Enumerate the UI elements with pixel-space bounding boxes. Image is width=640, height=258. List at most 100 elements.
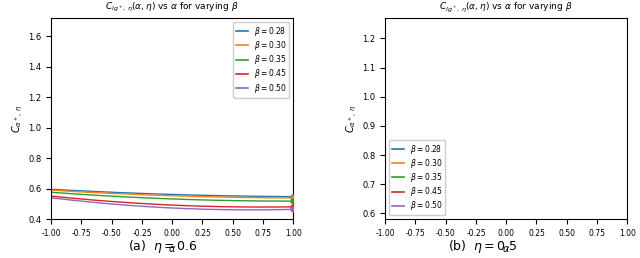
$\beta = 0.50$ [502, 249, 510, 252]
$\beta = 0.50$ [236, 208, 244, 211]
$\beta = 0.50$ [381, 240, 389, 243]
$\beta = 0.30$ [575, 224, 582, 227]
$\beta = 0.45$ [488, 243, 495, 246]
$\beta = 0.50$ [570, 246, 578, 249]
$\beta = 0.50$ [575, 246, 582, 249]
$\beta = 0.28$ [548, 222, 556, 225]
$\beta = 0.35$ [502, 231, 510, 235]
$\beta = 0.30$ [502, 225, 510, 228]
$\beta = 0.50$ [548, 247, 556, 251]
$\beta = 0.45$ [502, 243, 510, 246]
$\beta = 0.30$ [214, 196, 221, 199]
Y-axis label: $C_{\alpha^+,\,\eta}$: $C_{\alpha^+,\,\eta}$ [11, 104, 26, 133]
$\beta = 0.45$ [214, 205, 221, 208]
$\beta = 0.50$ [488, 248, 495, 252]
$\beta = 0.35$ [570, 230, 578, 233]
$\beta = 0.30$ [406, 223, 413, 226]
Line: $\beta = 0.30$: $\beta = 0.30$ [385, 224, 627, 227]
$\beta = 0.35$ [72, 192, 80, 196]
$\beta = 0.50$ [214, 208, 221, 211]
$\beta = 0.35$ [623, 227, 631, 230]
$\beta = 0.28$ [236, 195, 244, 198]
$\beta = 0.30$ [381, 222, 389, 225]
$\beta = 0.28$ [72, 189, 80, 192]
$\beta = 0.50$ [47, 196, 55, 199]
$\beta = 0.30$ [548, 225, 556, 228]
$\beta = 0.35$ [288, 200, 296, 203]
Line: $\beta = 0.28$: $\beta = 0.28$ [51, 189, 293, 197]
$\beta = 0.50$ [72, 199, 80, 202]
$\beta = 0.35$ [548, 231, 556, 234]
Title: $C_{\mathit{lg}^+,\,\eta}(\alpha,\eta)$ vs $\alpha$ for varying $\beta$: $C_{\mathit{lg}^+,\,\eta}(\alpha,\eta)$ … [106, 1, 239, 14]
$\beta = 0.35$ [575, 230, 582, 233]
$\beta = 0.30$ [145, 194, 153, 197]
$\beta = 0.28$ [570, 222, 578, 225]
$\beta = 0.50$ [145, 205, 153, 208]
$\beta = 0.50$ [154, 206, 162, 209]
Line: $\beta = 0.35$: $\beta = 0.35$ [385, 229, 627, 233]
$\beta = 0.30$ [570, 224, 578, 227]
$\beta = 0.30$ [479, 225, 487, 228]
$\beta = 0.30$ [488, 225, 495, 228]
$\beta = 0.45$ [570, 241, 578, 244]
$\beta = 0.35$ [381, 227, 389, 230]
$\beta = 0.45$ [72, 197, 80, 200]
$\beta = 0.28$ [289, 195, 297, 198]
$\beta = 0.45$ [548, 242, 556, 245]
$\beta = 0.45$ [47, 195, 55, 198]
$\beta = 0.35$ [488, 231, 495, 234]
$\beta = 0.45$ [145, 202, 153, 205]
$\beta = 0.30$ [236, 196, 244, 199]
$\beta = 0.50$ [406, 243, 413, 246]
Line: $\beta = 0.45$: $\beta = 0.45$ [385, 238, 627, 245]
$\beta = 0.30$ [72, 190, 80, 193]
$\beta = 0.45$ [289, 205, 297, 208]
$\beta = 0.28$ [47, 188, 55, 191]
$\beta = 0.35$ [289, 200, 297, 203]
X-axis label: $\alpha$: $\alpha$ [502, 244, 510, 254]
$\beta = 0.28$ [154, 192, 162, 196]
Text: (a)  $\eta = 0.6$: (a) $\eta = 0.6$ [129, 238, 198, 255]
$\beta = 0.45$ [406, 239, 413, 242]
$\beta = 0.45$ [623, 236, 631, 239]
$\beta = 0.28$ [214, 194, 221, 197]
Title: $C_{\mathit{lg}^+,\,\eta}(\alpha,\eta)$ vs $\alpha$ for varying $\hat{\beta}$: $C_{\mathit{lg}^+,\,\eta}(\alpha,\eta)$ … [440, 0, 573, 14]
$\beta = 0.45$ [241, 205, 248, 208]
$\beta = 0.28$ [145, 192, 153, 195]
$\beta = 0.45$ [381, 236, 389, 239]
$\beta = 0.30$ [289, 196, 297, 199]
Legend: $\beta = 0.28$, $\beta = 0.30$, $\beta = 0.35$, $\beta = 0.45$, $\beta = 0.50$: $\beta = 0.28$, $\beta = 0.30$, $\beta =… [233, 22, 289, 98]
$\beta = 0.50$ [247, 208, 255, 211]
Line: $\beta = 0.35$: $\beta = 0.35$ [51, 192, 293, 201]
$\beta = 0.45$ [479, 243, 487, 246]
$\beta = 0.28$ [623, 220, 631, 223]
$\beta = 0.28$ [488, 223, 495, 226]
Text: (b)  $\eta = 0.5$: (b) $\eta = 0.5$ [449, 238, 518, 255]
$\beta = 0.35$ [236, 199, 244, 202]
$\beta = 0.35$ [241, 199, 248, 202]
Line: $\beta = 0.50$: $\beta = 0.50$ [51, 198, 293, 210]
$\beta = 0.35$ [47, 191, 55, 194]
$\beta = 0.50$ [479, 248, 487, 252]
$\beta = 0.45$ [236, 205, 244, 208]
X-axis label: $\alpha$: $\alpha$ [168, 244, 177, 254]
$\beta = 0.45$ [154, 203, 162, 206]
$\beta = 0.35$ [214, 199, 221, 202]
$\beta = 0.30$ [47, 189, 55, 192]
$\beta = 0.35$ [154, 197, 162, 200]
Line: $\beta = 0.30$: $\beta = 0.30$ [51, 190, 293, 198]
$\beta = 0.50$ [289, 208, 297, 211]
$\beta = 0.45$ [258, 206, 266, 209]
$\beta = 0.35$ [145, 197, 153, 200]
$\beta = 0.28$ [241, 195, 248, 198]
$\beta = 0.50$ [623, 240, 631, 243]
$\beta = 0.35$ [406, 229, 413, 232]
$\beta = 0.28$ [381, 220, 389, 223]
$\beta = 0.28$ [406, 221, 413, 224]
$\beta = 0.30$ [241, 196, 248, 199]
Line: $\beta = 0.28$: $\beta = 0.28$ [385, 221, 627, 224]
Legend: $\beta = 0.28$, $\beta = 0.30$, $\beta = 0.35$, $\beta = 0.45$, $\beta = 0.50$: $\beta = 0.28$, $\beta = 0.30$, $\beta =… [389, 140, 445, 215]
$\beta = 0.30$ [154, 194, 162, 197]
$\beta = 0.35$ [479, 231, 487, 234]
$\beta = 0.28$ [502, 223, 510, 226]
